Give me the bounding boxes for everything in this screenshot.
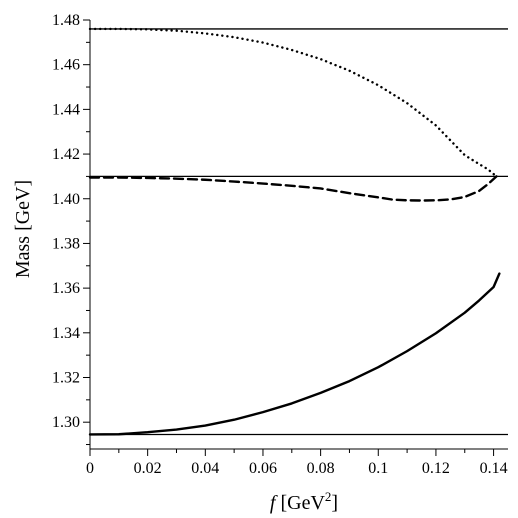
x-tick-label: 0: [86, 460, 94, 477]
y-tick-label: 1.44: [52, 101, 80, 118]
x-axis-title-unit: [GeV: [275, 492, 325, 514]
x-axis-title-close: ]: [331, 492, 338, 514]
y-tick-label: 1.36: [52, 280, 80, 297]
series-line-solid: [88, 272, 501, 436]
x-tick-label: 0.08: [307, 460, 335, 477]
x-tick-label: 0.12: [422, 460, 450, 477]
axes: 0 0.02 0.04 0.06 0.08 0.1 0.12 0.14 1.30 1.32 1.34…: [52, 12, 508, 477]
x-axis-title: f [GeV2]: [270, 489, 338, 514]
y-tick-label: 1.46: [52, 57, 80, 74]
series-line-dashed: [88, 175, 498, 202]
x-axis-title-exponent: 2: [325, 489, 332, 504]
x-tick-label: 0.02: [134, 460, 162, 477]
x-tick-label: 0.04: [191, 460, 219, 477]
x-tick-label: 0.1: [368, 460, 388, 477]
x-tick-label: 0.14: [480, 460, 508, 477]
y-tick-label: 1.34: [52, 325, 80, 342]
x-tick-label: 0.06: [249, 460, 277, 477]
plot-area: [88, 27, 508, 436]
y-axis-title: Mass [GeV]: [12, 180, 34, 278]
y-tick-label: 1.40: [52, 191, 80, 208]
x-axis-title-variable: f: [270, 492, 278, 514]
series-line-dotted: [88, 27, 498, 178]
y-tick-label: 1.48: [52, 12, 80, 29]
y-tick-label: 1.42: [52, 146, 80, 163]
y-tick-label: 1.30: [52, 414, 80, 431]
y-tick-label: 1.32: [52, 370, 80, 387]
y-tick-label: 1.38: [52, 235, 80, 252]
